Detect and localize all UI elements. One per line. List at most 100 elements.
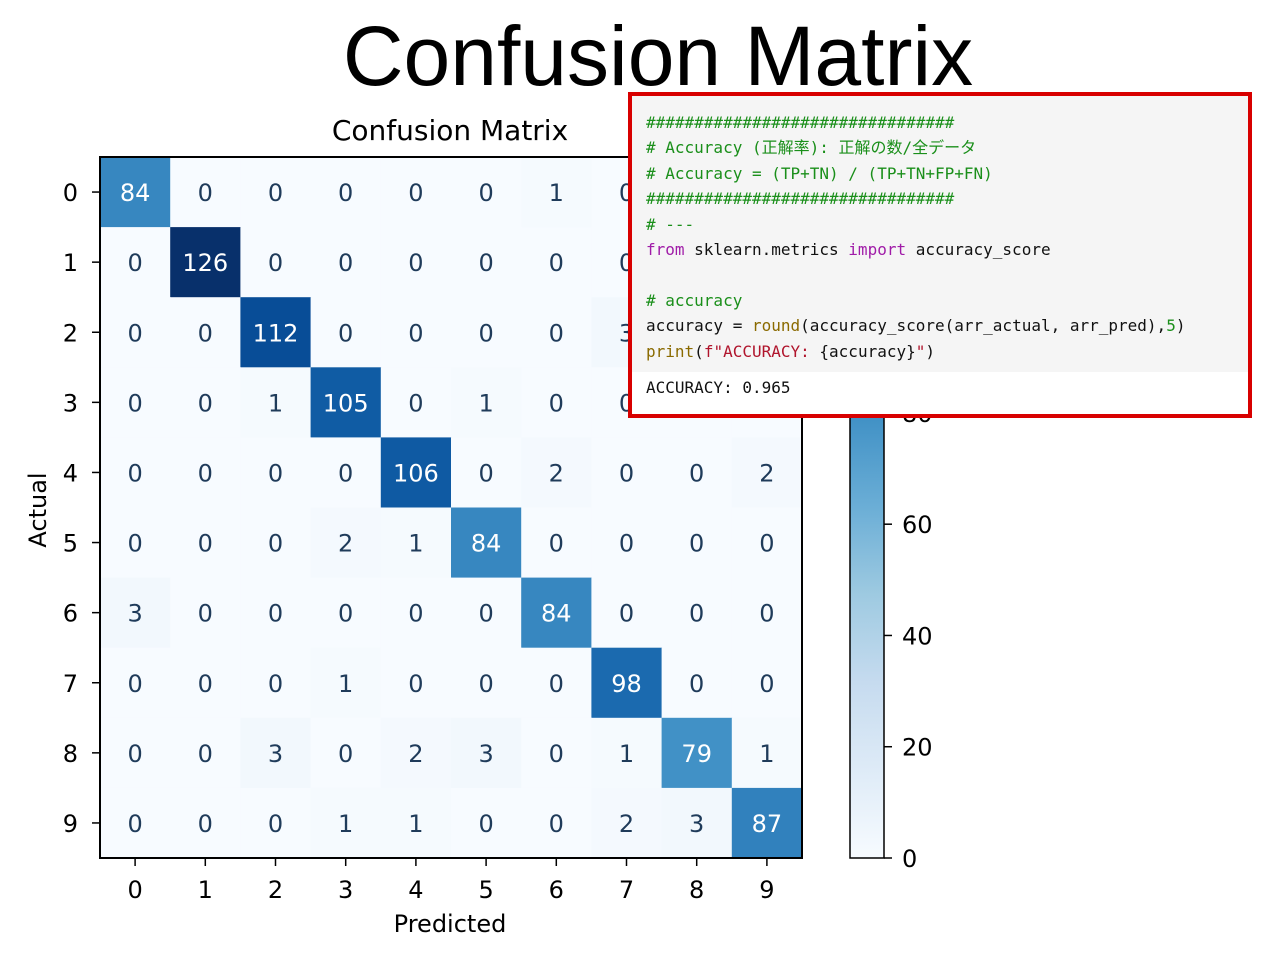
heatmap-cell <box>521 647 592 719</box>
cell-value-label: 1 <box>408 810 423 838</box>
heatmap-cell <box>451 717 522 789</box>
cell-value-label: 2 <box>338 530 353 558</box>
cell-value-label: 79 <box>681 740 712 768</box>
cell-value-label: 0 <box>198 459 213 487</box>
cell-value-label: 0 <box>408 670 423 698</box>
cell-value-label: 3 <box>478 740 493 768</box>
cell-value-label: 84 <box>541 600 572 628</box>
heatmap-cell <box>380 717 452 789</box>
x-axis-ticks: 0 1 2 3 4 5 6 7 8 9 <box>127 858 775 904</box>
cell-value-label: 0 <box>338 459 353 487</box>
heatmap-cell <box>521 157 592 228</box>
heatmap-cell <box>240 297 312 368</box>
heatmap-cell <box>591 577 663 649</box>
y-tick-label: 3 <box>63 389 78 417</box>
x-tick-label: 3 <box>338 876 353 904</box>
heatmap-cell <box>310 507 382 579</box>
code-line: # --- <box>646 214 695 234</box>
heatmap-cell <box>661 437 733 508</box>
heatmap-cell <box>100 787 171 859</box>
cell-value-label: 2 <box>549 459 564 487</box>
cell-value-label: 0 <box>268 459 283 487</box>
cell-value-label: 0 <box>338 600 353 628</box>
code-line: from sklearn.metrics import accuracy_sco… <box>646 240 1051 260</box>
heatmap-cell <box>240 507 312 579</box>
heatmap-cell <box>731 787 803 859</box>
cell-value-label: 0 <box>549 389 564 417</box>
heatmap-cell <box>661 507 733 579</box>
heatmap-cell <box>310 717 382 789</box>
heatmap-cell <box>310 227 382 298</box>
heatmap-cell <box>170 297 241 368</box>
cell-value-label: 0 <box>198 670 213 698</box>
cell-value-label: 98 <box>611 670 642 698</box>
cell-value-label: 0 <box>198 389 213 417</box>
heatmap-cell <box>380 297 452 368</box>
y-axis-ticks: 0 1 2 3 4 5 6 7 8 9 <box>63 179 100 838</box>
heatmap-cell <box>521 437 592 508</box>
cell-value-label: 0 <box>408 319 423 347</box>
x-tick-label: 0 <box>127 876 142 904</box>
x-axis-label: Predicted <box>394 910 507 938</box>
heatmap-cell <box>731 437 803 508</box>
heatmap-cell <box>100 507 171 579</box>
heatmap-cell <box>591 787 663 859</box>
heatmap-cell <box>380 577 452 649</box>
cell-value-label: 1 <box>478 389 493 417</box>
heatmap-cell <box>661 787 733 859</box>
y-tick-label: 8 <box>63 740 78 768</box>
heatmap-cell <box>731 717 803 789</box>
cell-value-label: 0 <box>268 179 283 207</box>
cell-value-label: 0 <box>689 530 704 558</box>
heatmap-cell <box>240 577 312 649</box>
cell-value-label: 0 <box>689 459 704 487</box>
cell-value-label: 1 <box>338 810 353 838</box>
cell-value-label: 0 <box>689 670 704 698</box>
heatmap-cell <box>240 227 312 298</box>
heatmap-cell <box>170 367 241 438</box>
cell-value-label: 0 <box>478 249 493 277</box>
cell-value-label: 0 <box>127 810 142 838</box>
cell-value-label: 112 <box>253 319 299 347</box>
heatmap-cell <box>310 437 382 508</box>
heatmap-cell <box>380 507 452 579</box>
y-tick-label: 6 <box>63 600 78 628</box>
heatmap-cell <box>521 717 592 789</box>
cell-value-label: 0 <box>127 740 142 768</box>
code-line: accuracy = round(accuracy_score(arr_actu… <box>646 316 1186 336</box>
heatmap-cell <box>380 367 452 438</box>
heatmap-cell <box>170 437 241 508</box>
cell-value-label: 3 <box>268 740 283 768</box>
y-tick-label: 2 <box>63 319 78 347</box>
cell-value-label: 1 <box>619 740 634 768</box>
colorbar-ticks: 020406080 <box>884 400 933 873</box>
heatmap-cell <box>451 367 522 438</box>
cell-value-label: 0 <box>549 319 564 347</box>
heatmap-cell <box>170 577 241 649</box>
heatmap-cell <box>380 157 452 228</box>
cell-value-label: 1 <box>338 670 353 698</box>
cell-value-label: 84 <box>120 179 151 207</box>
heatmap-cell <box>240 157 312 228</box>
heatmap-cell <box>170 227 241 298</box>
heatmap-cell <box>380 227 452 298</box>
cell-value-label: 3 <box>127 600 142 628</box>
heatmap-cell <box>731 507 803 579</box>
heatmap-cell <box>100 227 171 298</box>
cell-value-label: 0 <box>198 530 213 558</box>
cell-value-label: 0 <box>338 179 353 207</box>
heatmap-cells: 8400000100001260000000000112000030000110… <box>100 157 803 859</box>
cell-value-label: 0 <box>759 600 774 628</box>
cell-value-label: 0 <box>198 740 213 768</box>
heatmap-cell <box>591 717 663 789</box>
heatmap-cell <box>451 227 522 298</box>
x-tick-label: 5 <box>478 876 493 904</box>
heatmap-cell <box>380 787 452 859</box>
cell-value-label: 0 <box>268 249 283 277</box>
heatmap-cell <box>451 157 522 228</box>
code-line <box>646 262 1248 287</box>
cell-value-label: 2 <box>408 740 423 768</box>
x-tick-label: 1 <box>198 876 213 904</box>
x-tick-label: 2 <box>268 876 283 904</box>
